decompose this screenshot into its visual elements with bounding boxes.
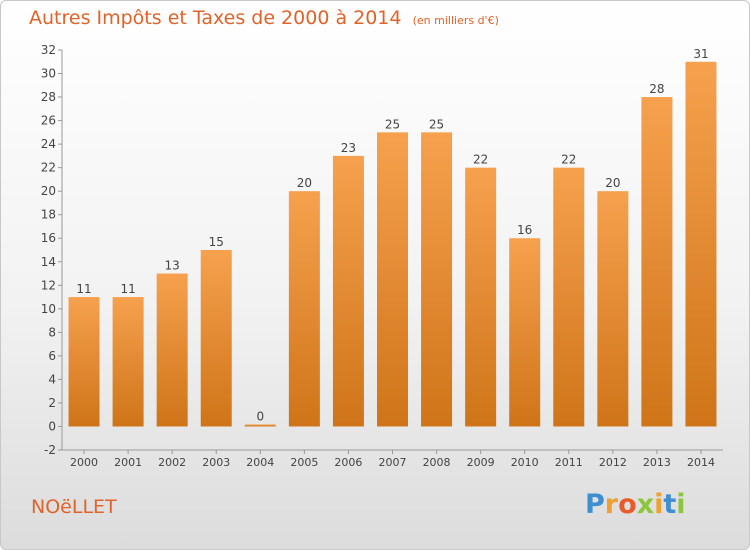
brand-letter: x — [636, 489, 655, 520]
data-label: 25 — [385, 117, 400, 131]
x-tick-label: 2005 — [290, 456, 318, 469]
x-tick-label: 2014 — [687, 456, 715, 469]
data-label: 28 — [649, 82, 664, 96]
x-tick-label: 2011 — [555, 456, 583, 469]
y-tick-label: 12 — [41, 278, 56, 292]
y-tick-label: 14 — [41, 255, 56, 269]
x-tick-label: 2004 — [246, 456, 274, 469]
data-label: 0 — [256, 409, 264, 423]
y-tick-label: -2 — [44, 443, 56, 457]
data-label: 11 — [76, 282, 91, 296]
bar — [200, 250, 232, 427]
x-tick-label: 2003 — [202, 456, 230, 469]
brand-letter: r — [604, 489, 619, 520]
x-tick-label: 2008 — [423, 456, 451, 469]
data-label: 23 — [341, 141, 356, 155]
bar — [332, 155, 364, 427]
brand-letter: o — [618, 489, 637, 520]
bar — [156, 273, 188, 427]
brand-letter: i — [654, 489, 664, 520]
data-label: 15 — [209, 235, 224, 249]
bar — [112, 297, 144, 427]
x-tick-label: 2001 — [114, 456, 142, 469]
commune-name: NOëLLET — [31, 496, 117, 518]
y-tick-label: 18 — [41, 208, 56, 222]
brand-logo: Proxiti — [585, 489, 686, 520]
y-tick-label: 16 — [41, 231, 56, 245]
data-label: 11 — [120, 282, 135, 296]
bar — [377, 132, 408, 427]
y-tick-label: 8 — [48, 325, 56, 339]
y-tick-label: 32 — [41, 43, 56, 57]
bar — [641, 97, 673, 427]
x-tick-label: 2012 — [599, 456, 627, 469]
bar — [421, 132, 453, 427]
y-tick-label: 24 — [41, 137, 56, 151]
data-label: 22 — [561, 153, 576, 167]
x-tick-label: 2002 — [158, 456, 186, 469]
x-tick-label: 2006 — [334, 456, 362, 469]
bar — [244, 424, 276, 427]
brand-letter: i — [676, 489, 686, 520]
x-tick-label: 2000 — [70, 456, 98, 469]
y-tick-label: 10 — [41, 302, 56, 316]
data-label: 22 — [473, 153, 488, 167]
title-row: Autres Impôts et Taxes de 2000 à 2014 (e… — [29, 7, 499, 29]
bar — [597, 191, 629, 427]
y-tick-label: 28 — [41, 90, 56, 104]
data-label: 20 — [605, 176, 620, 190]
chart-title: Autres Impôts et Taxes de 2000 à 2014 — [29, 7, 402, 29]
bar — [68, 297, 100, 427]
brand-letter: P — [585, 489, 605, 520]
bar — [685, 61, 717, 427]
bar — [288, 191, 320, 427]
y-tick-label: 0 — [48, 419, 56, 433]
value-labels: 11 11 13 15 0 20 23 25 25 22 16 22 20 28 31 — [76, 47, 708, 424]
y-tick-label: 2 — [48, 396, 56, 410]
data-label: 16 — [517, 223, 532, 237]
data-label: 31 — [693, 47, 708, 61]
bar — [553, 167, 585, 427]
chart-unit: (en milliers d'€) — [412, 14, 499, 27]
y-tick-label: 26 — [41, 114, 56, 128]
data-label: 20 — [297, 176, 312, 190]
y-tick-label: 6 — [48, 349, 56, 363]
x-tick-label: 2010 — [511, 456, 539, 469]
y-tick-label: 22 — [41, 161, 56, 175]
brand-letter: t — [663, 489, 677, 520]
x-tick-label: 2009 — [467, 456, 495, 469]
x-tick-label: 2013 — [643, 456, 671, 469]
y-tick-label: 30 — [41, 67, 56, 81]
bar — [509, 238, 541, 427]
y-tick-label: 20 — [41, 184, 56, 198]
y-tick-label: 4 — [48, 372, 56, 386]
x-tick-label: 2007 — [379, 456, 407, 469]
data-label: 25 — [429, 117, 444, 131]
bars — [68, 61, 717, 427]
bar — [465, 167, 497, 427]
data-label: 13 — [165, 259, 180, 273]
